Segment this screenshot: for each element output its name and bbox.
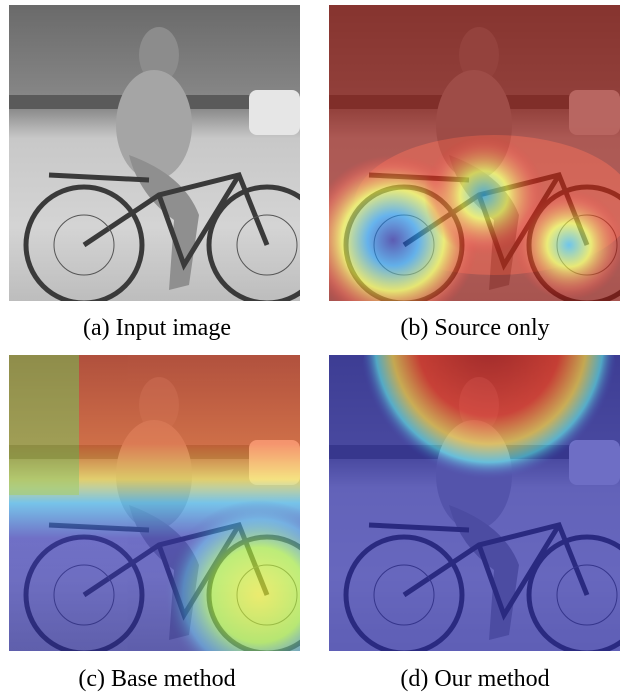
- page: {"panels": [ {"caption": "(a) Input imag…: [0, 0, 620, 695]
- figure: (a) Input image (b) Source only (c) Base…: [0, 0, 620, 695]
- heatmap-base-method: [9, 355, 354, 690]
- caption: (c) Base method: [78, 666, 235, 692]
- heatmap-source-only: [308, 5, 620, 325]
- caption: (a) Input image: [83, 315, 231, 341]
- input-image: [9, 5, 325, 303]
- caption: (d) Our method: [400, 666, 549, 692]
- caption: (b) Source only: [400, 315, 549, 341]
